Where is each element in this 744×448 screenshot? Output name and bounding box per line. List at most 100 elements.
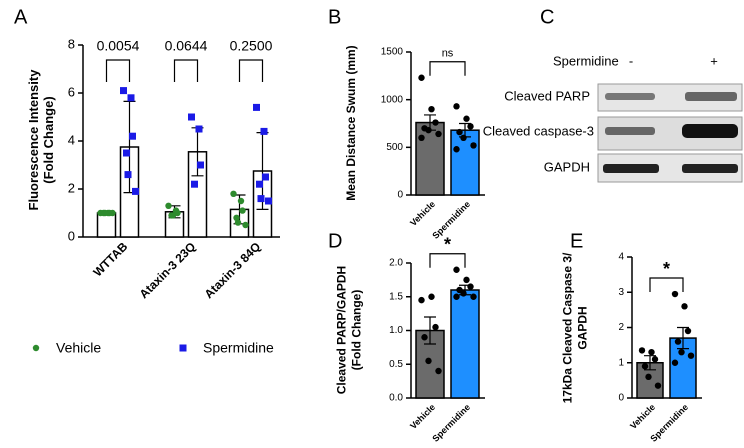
data-point [687,352,695,359]
data-point [425,126,432,134]
y-axis-label: Fluorescence Intensity [26,69,41,211]
panel-label: D [328,230,342,252]
data-point [233,214,240,221]
y-tick-label: 0 [68,228,75,243]
data-point [678,348,685,356]
y-tick-label: 1 [618,357,624,368]
data-point [191,180,198,188]
data-point [467,283,474,290]
data-point [463,276,470,284]
data-point [418,74,425,81]
data-point [265,197,272,205]
data-point [127,94,135,102]
y-tick-label: 1000 [381,94,404,105]
annotation: 0.2500 [230,38,273,54]
band [603,164,659,173]
data-point [432,119,439,126]
data-point [237,197,245,205]
y-tick-label: 0 [618,393,624,404]
data-point [648,348,655,356]
data-point [463,115,470,122]
y-tick-label: 4 [618,252,624,263]
data-point [421,334,428,341]
data-point [124,171,132,179]
row-label: Cleaved caspase-3 [483,123,594,138]
data-point [428,293,435,300]
x-tick-label: Ataxin-3 84Q [202,239,264,301]
lane-label: - [629,53,633,68]
band [605,93,655,100]
y-tick-label: 0 [397,190,403,201]
data-point [425,357,432,365]
y-tick-label: 3 [618,287,624,298]
band [682,164,738,173]
data-point [435,130,442,138]
data-point [645,373,652,381]
bar [669,337,697,399]
data-point [256,180,263,188]
y-tick-label: 1.5 [389,291,403,302]
data-point [165,202,172,209]
bracket [173,59,199,82]
y-axis-label: 17kDa Cleaved Caspase 3/ [561,252,575,403]
lane-label: + [710,53,718,68]
data-point [681,303,688,310]
y-axis-label: (Fold Change) [350,290,364,371]
row-label: GAPDH [544,159,590,174]
data-point [101,209,109,217]
data-point [230,190,237,197]
data-point [188,113,195,121]
data-point [123,149,130,157]
bar [450,289,480,399]
data-point [674,338,682,345]
x-tick-label: Vehicle [628,402,657,431]
data-point [253,103,260,111]
data-point [671,290,679,298]
data-point [460,290,467,297]
x-tick-label: Vehicle [408,199,437,228]
x-tick-label: Spermidine [430,199,472,241]
panel-label: B [328,6,341,28]
data-point [453,266,460,273]
data-point [418,134,425,141]
legend-marker [32,344,40,352]
data-point [467,123,474,130]
legend-label: Vehicle [56,340,101,356]
data-point [197,161,204,169]
band [685,92,737,101]
data-point [684,327,692,335]
data-point [239,207,246,214]
annotation: 0.0644 [165,38,208,54]
data-point [638,347,646,354]
x-tick-label: Vehicle [408,402,437,431]
data-point [654,382,662,389]
y-tick-label: 1500 [381,47,404,58]
x-tick-label: WTTAB [90,239,130,279]
band [682,124,738,138]
data-point [195,125,203,133]
data-point [651,356,659,363]
y-axis-label: Cleaved PARP/GAPDH [335,266,349,394]
bar [450,129,480,196]
legend-marker [179,344,187,352]
data-point [671,359,679,366]
data-point [470,293,477,300]
y-tick-label: 1.0 [389,325,403,336]
data-point [257,195,265,203]
y-axis-label: Mean Distance Swum (mm) [344,45,358,200]
y-tick-label: 8 [68,36,75,51]
data-point [262,173,269,181]
data-point [120,87,127,95]
data-point [109,209,116,217]
bracket [105,59,131,82]
y-tick-label: 0.5 [389,359,403,370]
data-point [456,128,463,136]
y-tick-label: 2 [618,322,624,333]
data-point [453,103,460,110]
y-axis-label: (Fold Change) [41,96,56,183]
blot-panel: C Spermidine - + Cleaved PARP Cleaved ca… [483,6,743,183]
data-point [132,187,139,195]
data-point [242,221,249,229]
data-point [428,106,435,113]
